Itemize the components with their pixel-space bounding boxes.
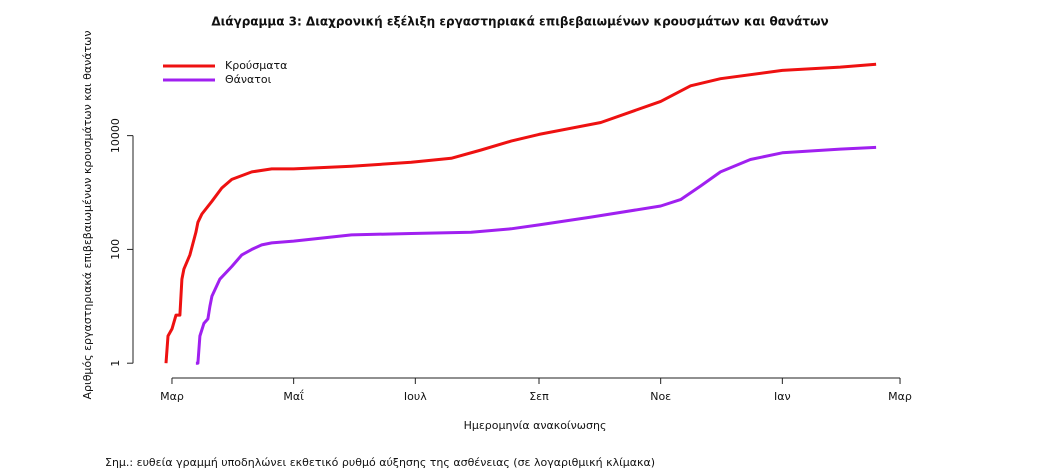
y-axis-label: Αριθμός εργαστηριακά επιβεβαιωμένων κρου…	[81, 30, 94, 399]
note: Σημ.: ευθεία γραμμή υποδηλώνει εκθετικό …	[105, 456, 655, 468]
x-tick-label: Σεπ	[529, 390, 549, 403]
x-tick-label: Μαρ	[160, 390, 184, 403]
x-tick-label: Ιουλ	[404, 390, 427, 403]
x-tick-label: Μαρ	[888, 390, 912, 403]
series-line	[195, 145, 877, 365]
series-line	[164, 62, 877, 364]
chart-title: Διάγραμμα 3: Διαχρονική εξέλιξη εργαστηρ…	[211, 15, 828, 29]
legend-label: Θάνατοι	[225, 73, 272, 86]
x-axis-label: Ημερομηνία ανακοίνωσης	[464, 419, 607, 432]
x-tick-label: Μαΐ	[283, 389, 304, 403]
x-tick-label: Νοε	[650, 390, 671, 403]
y-tick-label: 100	[109, 239, 122, 260]
y-tick-label: 1	[109, 360, 122, 367]
legend-label: Κρούσματα	[225, 59, 287, 72]
y-tick-label: 10000	[109, 118, 122, 153]
x-tick-label: Ιαν	[774, 390, 791, 403]
